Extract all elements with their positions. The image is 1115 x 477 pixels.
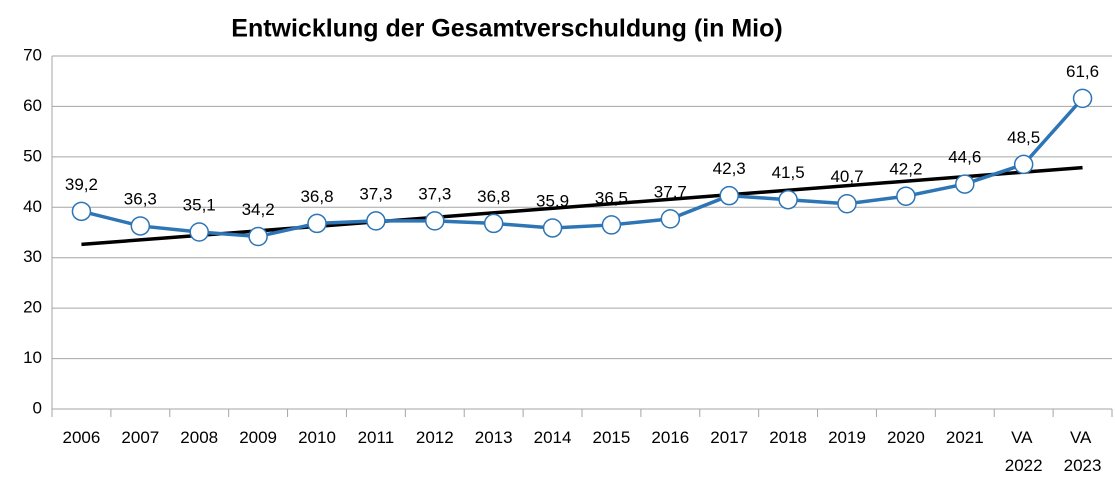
data-label: 36,8 — [477, 187, 510, 206]
x-tick-label: 2018 — [769, 428, 807, 447]
data-label: 37,3 — [418, 184, 451, 203]
point — [778, 189, 798, 210]
y-tick-label: 10 — [23, 348, 42, 367]
data-label: 61,6 — [1066, 62, 1099, 81]
point — [366, 211, 386, 231]
y-tick-label: 60 — [23, 96, 42, 115]
x-tick-label: 2007 — [121, 428, 159, 447]
x-tick-label: VA 2023 — [1064, 428, 1102, 475]
data-label: 39,2 — [65, 175, 98, 194]
data-label: 48,5 — [1007, 128, 1040, 147]
point — [601, 215, 622, 235]
point — [483, 213, 504, 234]
point — [719, 185, 739, 206]
point — [1072, 88, 1093, 109]
point — [71, 201, 92, 222]
data-label: 42,3 — [713, 159, 746, 178]
y-tick-label: 50 — [23, 146, 42, 165]
x-tick-label: 2008 — [180, 428, 218, 447]
data-label: 44,6 — [948, 148, 981, 167]
x-tick-label: 2006 — [63, 428, 101, 447]
x-tick-label: 2021 — [946, 428, 984, 447]
x-tick-label: 2012 — [416, 428, 454, 447]
point — [542, 218, 563, 238]
point — [248, 226, 268, 247]
data-label: 35,9 — [536, 191, 569, 210]
x-tick-label: 2013 — [475, 428, 513, 447]
x-tick-label: 2009 — [239, 428, 277, 447]
trend-line — [81, 165, 1083, 247]
point — [307, 213, 327, 234]
data-label: 40,7 — [830, 167, 863, 186]
x-tick-label: 2019 — [828, 428, 866, 447]
point — [955, 174, 975, 194]
x-tick-label: 2017 — [710, 428, 748, 447]
data-label: 34,2 — [242, 200, 275, 219]
data-label: 37,3 — [359, 184, 392, 203]
chart-title: Entwicklung der Gesamtverschuldung (in M… — [231, 15, 782, 43]
x-tick-label: 2015 — [593, 428, 631, 447]
data-label: 41,5 — [772, 163, 805, 182]
y-tick-label: 0 — [33, 398, 42, 417]
y-tick-label: 20 — [23, 298, 42, 317]
x-tick-label: VA 2022 — [1005, 428, 1043, 475]
x-tick-label: 2010 — [298, 428, 336, 447]
point — [837, 194, 857, 214]
point — [1013, 154, 1034, 175]
point — [189, 222, 209, 242]
x-tick-label: 2014 — [534, 428, 572, 447]
point — [130, 216, 151, 236]
x-tick-label: 2011 — [358, 428, 395, 447]
data-label: 42,2 — [889, 160, 922, 179]
x-tick-label: 2016 — [651, 428, 689, 447]
y-tick-label: 30 — [23, 247, 42, 266]
data-label: 37,7 — [654, 182, 687, 201]
y-tick-label: 70 — [23, 45, 42, 64]
point — [425, 211, 445, 231]
y-tick-label: 40 — [23, 197, 42, 216]
data-label: 35,1 — [183, 195, 216, 214]
data-label: 36,8 — [300, 187, 333, 206]
data-label: 36,3 — [124, 189, 157, 208]
x-tick-label: 2020 — [887, 428, 925, 447]
data-label: 36,5 — [595, 188, 628, 207]
series-line — [81, 97, 1084, 239]
point — [896, 186, 916, 206]
point — [660, 209, 681, 229]
